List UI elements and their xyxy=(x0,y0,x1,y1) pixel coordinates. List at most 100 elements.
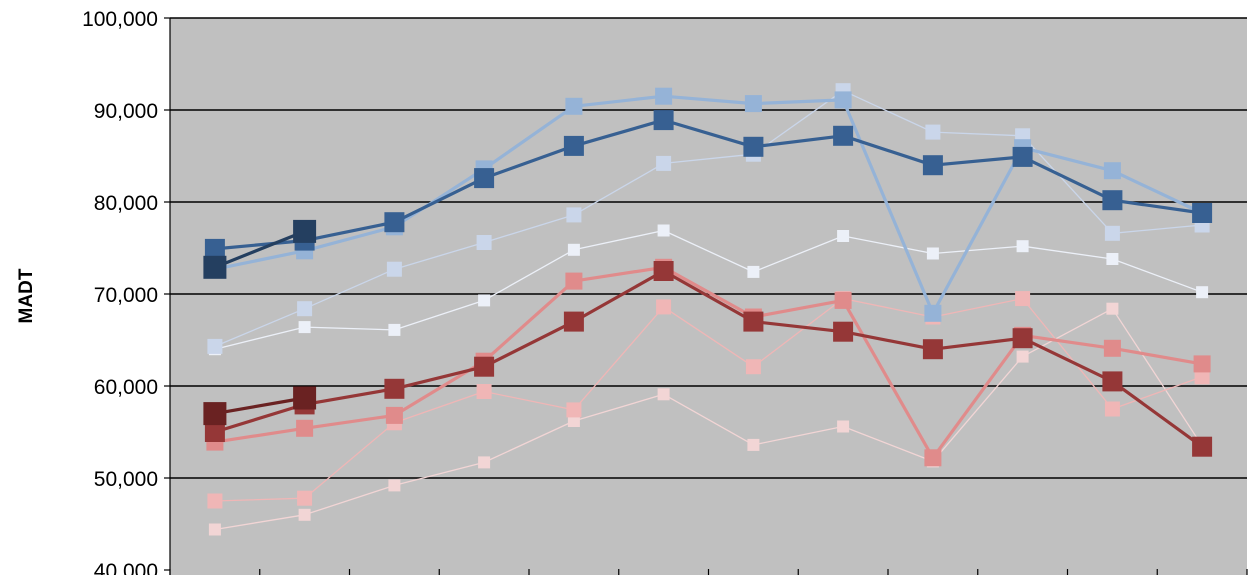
data-point-marker xyxy=(837,420,850,433)
data-point-marker xyxy=(837,230,850,242)
data-point-marker xyxy=(657,388,670,401)
data-point-marker xyxy=(476,384,492,399)
axes xyxy=(164,17,1248,575)
data-point-marker xyxy=(833,125,854,146)
data-point-marker xyxy=(478,294,491,307)
data-point-marker xyxy=(388,479,401,492)
data-point-marker xyxy=(565,272,583,290)
y-tick-label: 100,000 xyxy=(82,8,158,31)
series-line xyxy=(214,265,1203,460)
data-point-marker xyxy=(1016,350,1029,363)
series-line xyxy=(214,229,1203,350)
data-point-marker xyxy=(656,155,672,171)
data-point-marker xyxy=(1193,355,1211,373)
y-axis-title: MADT xyxy=(16,268,37,323)
data-point-marker xyxy=(298,321,311,334)
data-point-marker xyxy=(563,135,584,156)
data-point-marker xyxy=(1012,328,1033,349)
data-point-marker xyxy=(922,339,943,360)
y-tick-label: 50,000 xyxy=(94,468,158,491)
data-point-marker xyxy=(1104,225,1120,241)
data-point-marker xyxy=(386,261,402,277)
data-point-marker xyxy=(1194,369,1210,385)
data-point-marker xyxy=(1103,339,1121,357)
y-tick-labels: 40,000 50,000 60,000 70,000 80,000 90,000 100,… xyxy=(82,8,158,575)
data-point-marker xyxy=(296,419,314,437)
data-point-marker xyxy=(204,422,225,442)
series-5 xyxy=(203,386,317,426)
data-point-marker xyxy=(1103,162,1121,180)
series-layer xyxy=(203,83,1213,536)
series-9 xyxy=(204,110,1213,259)
series-line xyxy=(214,118,1203,251)
data-point-marker xyxy=(476,235,492,250)
data-point-marker xyxy=(1102,371,1123,392)
data-point-marker xyxy=(1104,401,1120,417)
data-point-marker xyxy=(1015,291,1031,307)
data-point-marker xyxy=(298,508,311,521)
series-line xyxy=(214,297,1203,502)
data-point-marker xyxy=(833,321,854,342)
data-point-marker xyxy=(297,490,313,506)
data-point-marker xyxy=(384,378,405,399)
data-point-marker xyxy=(563,311,584,332)
data-point-marker xyxy=(474,356,495,377)
series-line xyxy=(214,308,1203,531)
data-point-marker xyxy=(204,238,225,259)
series-line xyxy=(214,229,306,269)
data-point-marker xyxy=(1192,203,1213,223)
data-point-marker xyxy=(653,261,674,281)
data-point-marker xyxy=(653,110,674,131)
data-point-marker xyxy=(1102,190,1123,211)
y-tick-label: 40,000 xyxy=(94,560,158,575)
series-line xyxy=(214,94,1203,315)
data-point-marker xyxy=(656,299,672,315)
y-tick-label: 60,000 xyxy=(94,376,158,399)
data-point-marker xyxy=(924,304,942,322)
data-point-marker xyxy=(744,95,762,113)
data-point-marker xyxy=(1106,302,1119,315)
series-4 xyxy=(204,261,1213,457)
data-point-marker xyxy=(745,359,761,375)
y-tick-label: 90,000 xyxy=(94,100,158,123)
series-10 xyxy=(203,219,317,279)
data-point-marker xyxy=(747,265,760,278)
data-point-marker xyxy=(207,493,223,509)
data-point-marker xyxy=(657,224,670,237)
data-point-marker xyxy=(834,91,852,109)
data-point-marker xyxy=(924,449,942,467)
data-point-marker xyxy=(743,311,764,332)
y-tick-label: 80,000 xyxy=(94,192,158,215)
data-point-marker xyxy=(565,97,583,115)
data-point-marker xyxy=(566,402,582,418)
series-line xyxy=(214,269,1204,448)
data-point-marker xyxy=(208,523,221,536)
data-point-marker xyxy=(203,255,227,279)
y-tick-label: 70,000 xyxy=(94,284,158,307)
data-point-marker xyxy=(293,386,317,410)
data-point-marker xyxy=(203,402,227,426)
data-point-marker xyxy=(1012,146,1033,167)
data-point-marker xyxy=(207,338,223,354)
data-point-marker xyxy=(655,87,673,105)
data-point-marker xyxy=(478,456,491,469)
data-point-marker xyxy=(297,301,313,317)
data-point-marker xyxy=(1106,253,1119,265)
gridlines xyxy=(170,17,1247,479)
data-point-marker xyxy=(567,415,580,427)
data-point-marker xyxy=(385,406,403,424)
data-point-marker xyxy=(743,136,764,157)
data-point-marker xyxy=(567,243,580,256)
data-point-marker xyxy=(1196,286,1209,299)
data-point-marker xyxy=(474,168,495,189)
data-point-marker xyxy=(388,323,401,336)
data-point-marker xyxy=(926,247,939,260)
series-line xyxy=(214,396,305,416)
data-point-marker xyxy=(293,219,317,243)
data-point-marker xyxy=(1016,240,1029,253)
data-point-marker xyxy=(747,438,760,451)
data-point-marker xyxy=(922,155,943,176)
data-point-marker xyxy=(566,207,582,223)
data-point-marker xyxy=(925,124,941,140)
